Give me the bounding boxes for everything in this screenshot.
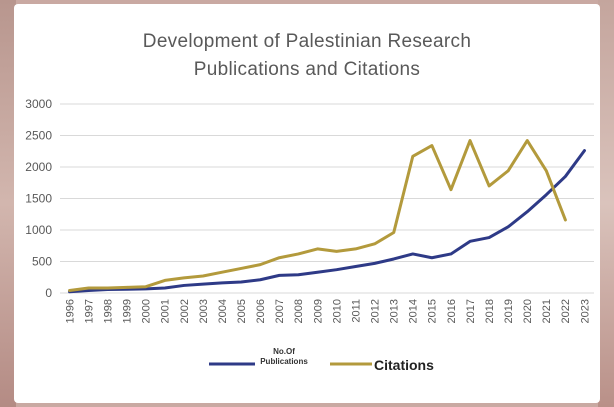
y-tick-label: 1500 bbox=[25, 192, 52, 206]
x-tick-label: 2001 bbox=[160, 299, 172, 323]
chart-title-line1: Development of Palestinian Research bbox=[142, 31, 472, 52]
x-tick-label: 2013 bbox=[389, 299, 401, 323]
legend-label-publications-line1: No.Of bbox=[273, 347, 295, 356]
x-tick-label: 2009 bbox=[312, 299, 324, 323]
legend-label-citations: Citations bbox=[374, 357, 434, 373]
x-tick-label: 2016 bbox=[446, 299, 458, 323]
x-tick-label: 2021 bbox=[541, 299, 553, 323]
x-tick-label: 1997 bbox=[83, 299, 95, 323]
y-tick-label: 2000 bbox=[25, 160, 52, 174]
chart-card: Development of Palestinian Research Publ… bbox=[14, 4, 600, 403]
y-tick-label: 500 bbox=[32, 255, 52, 269]
background-right-edge bbox=[598, 0, 614, 407]
x-tick-label: 2007 bbox=[274, 299, 286, 323]
x-tick-label: 2011 bbox=[350, 299, 362, 323]
series-line-publications bbox=[68, 149, 586, 294]
chart-title-line2: Publications and Citations bbox=[193, 59, 421, 80]
x-tick-label: 2002 bbox=[179, 299, 191, 323]
y-tick-label: 0 bbox=[45, 286, 52, 300]
x-tick-label: 2015 bbox=[427, 299, 439, 323]
y-tick-label: 3000 bbox=[25, 97, 52, 111]
x-tick-label: 2022 bbox=[560, 299, 572, 323]
x-tick-label: 1998 bbox=[103, 299, 115, 323]
y-tick-label: 2500 bbox=[25, 129, 52, 143]
x-tick-label: 2018 bbox=[484, 299, 496, 323]
x-tick-label: 2004 bbox=[217, 299, 229, 323]
x-tick-label: 2012 bbox=[370, 299, 382, 323]
x-tick-label: 2005 bbox=[236, 299, 248, 323]
x-tick-label: 2019 bbox=[503, 299, 515, 323]
x-tick-label: 2000 bbox=[141, 299, 153, 323]
legend-label-publications-line2: Publications bbox=[260, 357, 308, 366]
x-tick-label: 2003 bbox=[198, 299, 210, 323]
x-tick-label: 2008 bbox=[293, 299, 305, 323]
legend-label-publications: No.Of Publications bbox=[255, 347, 313, 367]
x-tick-label: 2020 bbox=[522, 299, 534, 323]
series-line-citations bbox=[68, 139, 567, 292]
x-tick-label: 2010 bbox=[331, 299, 343, 323]
x-tick-label: 1996 bbox=[64, 299, 76, 323]
x-tick-label: 2006 bbox=[255, 299, 267, 323]
y-tick-label: 1000 bbox=[25, 223, 52, 237]
x-tick-label: 2017 bbox=[465, 299, 477, 323]
x-tick-label: 2023 bbox=[579, 299, 591, 323]
x-tick-label: 1999 bbox=[122, 299, 134, 323]
background-left-edge bbox=[0, 0, 16, 407]
line-chart: 0 500 1000 1500 2000 2500 3000 1996 1997 1998 1999… bbox=[25, 97, 594, 366]
x-tick-label: 2014 bbox=[408, 299, 420, 323]
